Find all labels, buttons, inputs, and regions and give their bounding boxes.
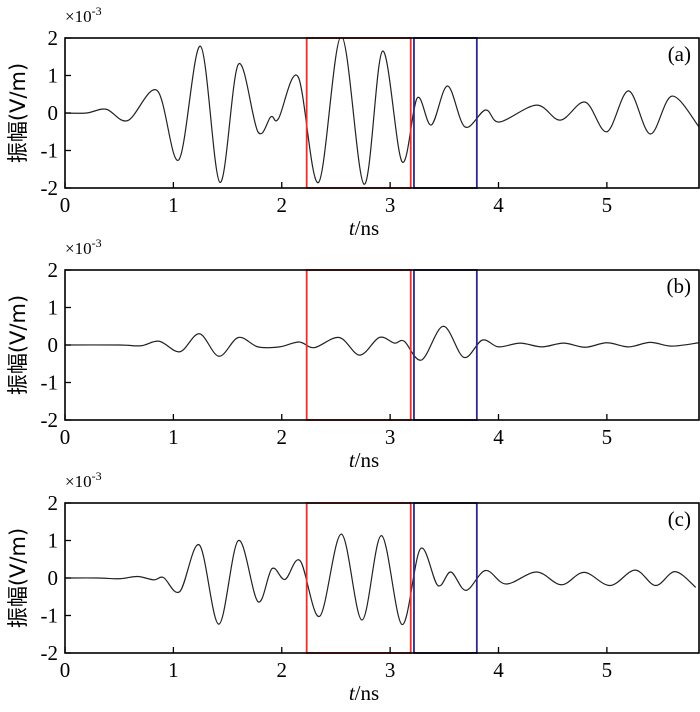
y-tick-label: 1 <box>48 529 59 553</box>
y-axis-label: 振幅(V/m) <box>6 295 30 395</box>
y-tick-label: -1 <box>41 139 59 163</box>
x-tick-label: 3 <box>385 658 396 682</box>
signal-line <box>65 533 697 626</box>
axis-exponent: ×10-3 <box>65 236 102 258</box>
x-tick-label: 5 <box>602 425 613 449</box>
x-tick-label: 1 <box>168 425 179 449</box>
exponent-power: -3 <box>92 236 102 250</box>
x-tick-label: 3 <box>385 193 396 217</box>
y-tick-label: -2 <box>41 176 59 200</box>
exponent-base: ×10 <box>65 239 92 258</box>
subplot-c: 0 1 2 3 4 5 -2 -1 0 1 2 ×10-3 (c) t/ns 振幅(V/m) <box>6 469 700 705</box>
axis-exponent: ×10-3 <box>65 4 102 26</box>
subplot-b: 0 1 2 3 4 5 -2 -1 0 1 2 ×10-3 (b) t/ns 振幅(V/m) <box>6 236 700 472</box>
x-tick-label: 4 <box>493 658 504 682</box>
x-tick-label: 2 <box>277 425 288 449</box>
subplot-a: 0 1 2 3 4 5 -2 -1 0 1 2 ×10-3 (a) t/ns 振幅(V/m) <box>6 4 700 240</box>
x-label-unit: /ns <box>355 681 380 705</box>
x-tick-label: 2 <box>277 658 288 682</box>
axes-frame <box>64 37 700 189</box>
panel-label: (a) <box>668 42 691 66</box>
x-tick-label: 2 <box>277 193 288 217</box>
x-label-variable: t <box>349 216 356 240</box>
panel-label: (b) <box>667 274 692 298</box>
blue-window-box <box>413 269 478 421</box>
y-tick-label: 2 <box>48 26 59 50</box>
y-tick-label: -2 <box>41 408 59 432</box>
y-tick-label: 1 <box>48 296 59 320</box>
exponent-base: ×10 <box>65 7 92 26</box>
exponent-power: -3 <box>92 4 102 18</box>
x-tick-label: 0 <box>60 658 71 682</box>
y-tick-label: 2 <box>48 258 59 282</box>
x-axis-label: t/ns <box>349 216 379 240</box>
exponent-power: -3 <box>92 469 102 483</box>
x-tick-label: 5 <box>602 658 613 682</box>
signal-line <box>65 325 699 361</box>
x-tick-label: 4 <box>493 193 504 217</box>
x-label-unit: /ns <box>355 216 380 240</box>
axes-frame <box>64 269 700 421</box>
y-tick-label: 0 <box>48 333 59 357</box>
y-tick-label: -1 <box>41 604 59 628</box>
x-tick-label: 0 <box>60 193 71 217</box>
y-tick-label: 2 <box>48 491 59 515</box>
y-axis-label: 振幅(V/m) <box>6 528 30 628</box>
x-tick-label: 4 <box>493 425 504 449</box>
x-axis-label: t/ns <box>349 448 379 472</box>
x-label-unit: /ns <box>355 448 380 472</box>
x-axis-label: t/ns <box>349 681 379 705</box>
panel-label: (c) <box>668 507 691 531</box>
blue-window-box <box>413 37 478 189</box>
x-tick-label: 1 <box>168 193 179 217</box>
axis-exponent: ×10-3 <box>65 469 102 491</box>
red-window-box <box>305 269 412 421</box>
y-tick-label: 1 <box>48 64 59 88</box>
x-tick-label: 5 <box>602 193 613 217</box>
y-tick-label: 0 <box>48 101 59 125</box>
exponent-base: ×10 <box>65 472 92 491</box>
x-tick-label: 0 <box>60 425 71 449</box>
x-label-variable: t <box>349 448 356 472</box>
x-tick-label: 1 <box>168 658 179 682</box>
signal-line <box>65 38 699 185</box>
red-window-box <box>305 502 412 654</box>
y-tick-label: -2 <box>41 641 59 665</box>
y-tick-label: -1 <box>41 371 59 395</box>
x-tick-label: 3 <box>385 425 396 449</box>
y-axis-label: 振幅(V/m) <box>6 63 30 163</box>
y-tick-label: 0 <box>48 566 59 590</box>
x-label-variable: t <box>349 681 356 705</box>
